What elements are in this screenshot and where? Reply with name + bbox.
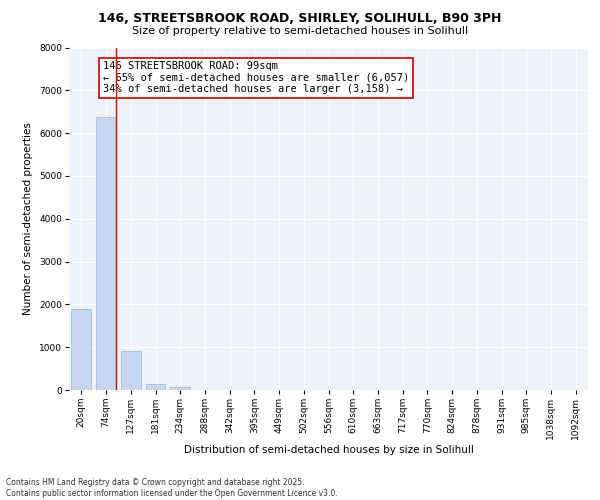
Bar: [170, 387, 190, 390]
Text: Size of property relative to semi-detached houses in Solihull: Size of property relative to semi-detach…: [132, 26, 468, 36]
Bar: [71, 308, 91, 390]
Text: 146, STREETSBROOK ROAD, SHIRLEY, SOLIHULL, B90 3PH: 146, STREETSBROOK ROAD, SHIRLEY, SOLIHUL…: [98, 12, 502, 26]
Bar: [146, 384, 166, 390]
Bar: [121, 350, 140, 390]
Y-axis label: Number of semi-detached properties: Number of semi-detached properties: [23, 122, 34, 315]
X-axis label: Distribution of semi-detached houses by size in Solihull: Distribution of semi-detached houses by …: [184, 444, 473, 454]
Text: Contains HM Land Registry data © Crown copyright and database right 2025.
Contai: Contains HM Land Registry data © Crown c…: [6, 478, 338, 498]
Text: 146 STREETSBROOK ROAD: 99sqm
← 65% of semi-detached houses are smaller (6,057)
3: 146 STREETSBROOK ROAD: 99sqm ← 65% of se…: [103, 61, 409, 94]
Bar: [96, 117, 116, 390]
